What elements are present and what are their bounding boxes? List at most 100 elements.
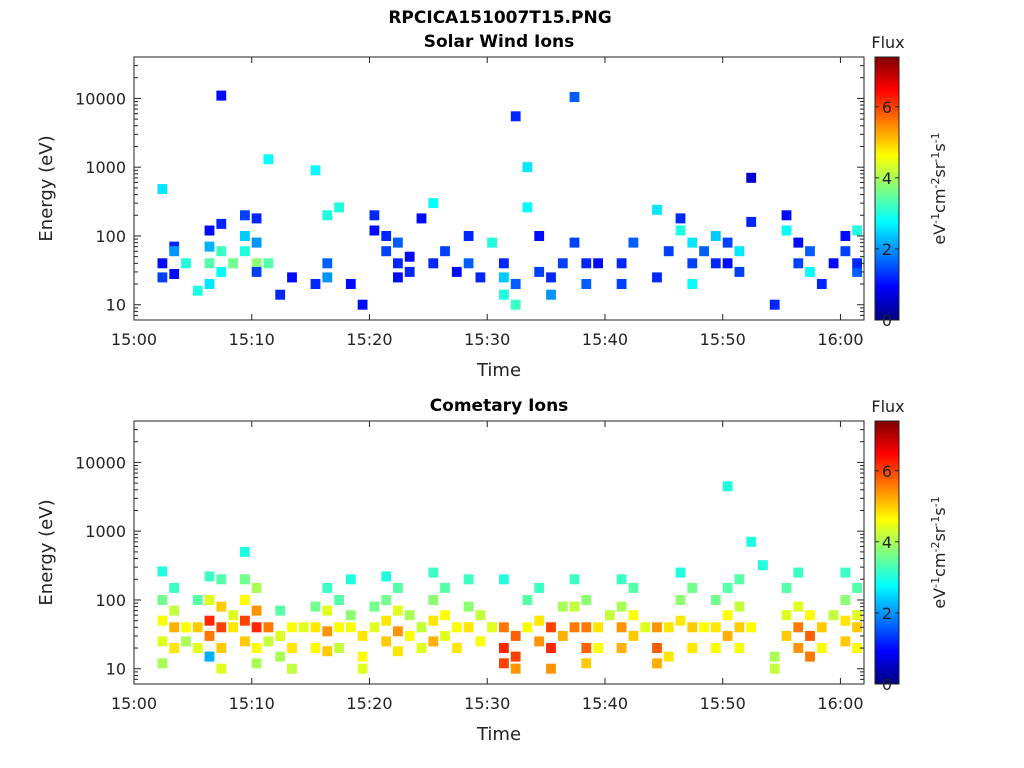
heatmap-cell	[746, 622, 757, 633]
heatmap-cell	[428, 595, 439, 605]
heatmap-cell	[287, 272, 297, 283]
heatmap-cell	[734, 574, 745, 585]
heatmap-cell	[499, 574, 509, 585]
heatmap-cell	[828, 610, 839, 621]
heatmap-cell	[546, 272, 556, 283]
heatmap-cell	[404, 251, 415, 262]
heatmap-cell	[275, 605, 286, 616]
heatmap-cell	[616, 643, 627, 653]
heatmap-cell	[840, 636, 851, 647]
heatmap-cell	[769, 663, 780, 674]
heatmap-cell	[451, 266, 462, 277]
heatmap-cell	[428, 258, 439, 269]
x-tick-label: 15:00	[111, 694, 157, 713]
heatmap-cell	[534, 266, 545, 277]
y-tick-label: 10000	[75, 453, 126, 472]
heatmap-cell	[805, 266, 815, 277]
heatmap-cell	[204, 595, 215, 605]
heatmap-cell	[216, 663, 227, 674]
heatmap-cell	[487, 237, 497, 248]
heatmap-cell	[404, 266, 415, 277]
heatmap-cell	[181, 636, 191, 647]
heatmap-cell	[628, 237, 639, 248]
heatmap-cell	[393, 582, 403, 593]
heatmap-cell	[616, 279, 627, 289]
heatmap-cell	[204, 279, 215, 289]
heatmap-cell	[616, 258, 627, 269]
heatmap-cell	[640, 622, 651, 633]
heatmap-cell	[251, 213, 262, 224]
colorbar-unit-label: eV-1cm-2sr-1s-1	[929, 132, 950, 244]
heatmap-cell	[687, 258, 698, 269]
heatmap-cell	[781, 225, 792, 236]
heatmap-cell	[675, 213, 686, 224]
heatmap-cell	[369, 601, 380, 612]
y-tick-label: 10000	[75, 89, 126, 108]
heatmap-cell	[499, 622, 509, 633]
heatmap-cell	[310, 279, 321, 289]
heatmap-cell	[287, 622, 297, 633]
heatmap-cell	[793, 643, 804, 653]
heatmap-cell	[569, 237, 580, 248]
colorbar-tick-label: 0	[882, 675, 892, 694]
heatmap-cell	[805, 246, 815, 257]
heatmap-cell	[440, 610, 450, 621]
heatmap-cell	[204, 225, 215, 236]
heatmap-cell	[251, 658, 262, 669]
heatmap-cell	[251, 643, 262, 653]
heatmap-cell	[345, 279, 356, 289]
heatmap-cell	[157, 184, 168, 195]
heatmap-cell	[769, 299, 780, 310]
heatmap-cell	[428, 636, 439, 647]
heatmap-cell	[581, 643, 592, 653]
heatmap-cell	[345, 622, 356, 633]
heatmap-cell	[345, 574, 356, 585]
heatmap-cell	[204, 571, 215, 582]
heatmap-cell	[228, 258, 238, 269]
heatmap-cell	[204, 241, 215, 252]
heatmap-cell	[322, 258, 333, 269]
panel-title-solar-wind: Solar Wind Ions	[423, 32, 575, 52]
heatmap-cell	[298, 622, 309, 633]
heatmap-cell	[357, 651, 368, 662]
heatmap-cell	[546, 289, 556, 300]
heatmap-cell	[310, 622, 321, 633]
heatmap-cell	[840, 615, 851, 626]
heatmap-cell	[381, 231, 392, 241]
y-tick-label: 10	[106, 660, 126, 679]
heatmap-cell	[687, 237, 698, 248]
x-tick-label: 15:10	[229, 694, 275, 713]
heatmap-cell	[240, 636, 250, 647]
heatmap-cell	[216, 266, 227, 277]
x-tick-label: 15:30	[464, 694, 510, 713]
colorbar	[874, 56, 900, 321]
heatmap-cell	[734, 266, 745, 277]
heatmap-cell	[675, 615, 686, 626]
heatmap-cell	[805, 610, 815, 621]
heatmap-cell	[322, 605, 333, 616]
heatmap-cell	[840, 567, 851, 578]
heatmap-cell	[793, 258, 804, 269]
heatmap-cell	[181, 622, 191, 633]
heatmap-cell	[310, 601, 321, 612]
colorbar-title: Flux	[871, 33, 904, 52]
heatmap-cell	[428, 198, 439, 209]
heatmap-cell	[557, 630, 568, 641]
heatmap-cell	[734, 622, 745, 633]
heatmap-cell	[204, 615, 215, 626]
heatmap-cell	[852, 582, 862, 593]
heatmap-cell	[216, 622, 227, 633]
heatmap-cell	[593, 258, 603, 269]
x-tick-label: 15:20	[346, 330, 392, 349]
heatmap-cell	[687, 279, 698, 289]
heatmap-cell	[216, 218, 227, 229]
heatmap-cell	[157, 615, 168, 626]
heatmap-cell	[157, 272, 168, 283]
heatmap-cell	[157, 636, 168, 647]
heatmap-cell	[546, 622, 556, 633]
heatmap-cell	[487, 622, 497, 633]
heatmap-cell	[840, 246, 851, 257]
heatmap-cell	[816, 279, 827, 289]
heatmap-cell	[251, 622, 262, 633]
heatmap-cell	[393, 605, 403, 616]
